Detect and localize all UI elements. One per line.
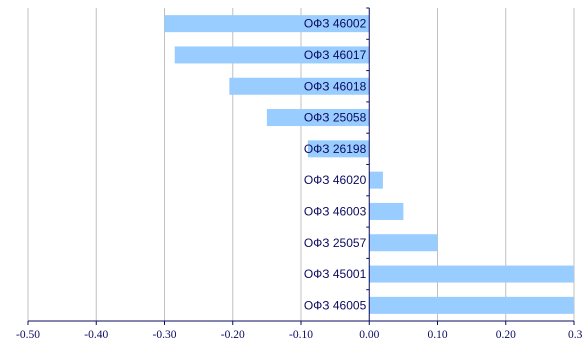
x-tick-label: -0.20: [221, 329, 245, 341]
bar: [369, 296, 574, 314]
bar: [164, 15, 370, 33]
category-label: ОФЗ 46005: [304, 298, 367, 312]
axes: [27, 7, 575, 325]
x-tick-labels: -0.50 -0.40 -0.30 -0.20 -0.10 0.00 0.10 0.20 0.3…: [16, 329, 582, 341]
x-tick-label: -0.30: [153, 329, 177, 341]
bar: [369, 234, 438, 252]
x-tick-label: 0.20: [496, 329, 516, 341]
bars: [164, 15, 574, 314]
x-tick-label: -0.40: [84, 329, 108, 341]
category-label: ОФЗ 25058: [304, 111, 367, 125]
category-labels: ОФЗ 46002 ОФЗ 46017 ОФЗ 46018 ОФЗ 25058 ОФЗ …: [304, 17, 367, 313]
category-label: ОФЗ 46002: [304, 17, 367, 31]
x-tick-label: 0.30: [568, 329, 582, 341]
bar: [266, 109, 370, 127]
x-tick-label: 0.00: [359, 329, 379, 341]
bar: [369, 202, 404, 220]
bar: [307, 140, 370, 158]
category-label: ОФЗ 45001: [304, 267, 367, 281]
bar: [369, 265, 574, 283]
category-label: ОФЗ 25057: [304, 236, 367, 250]
bar: [174, 46, 370, 64]
category-label: ОФЗ 46020: [304, 173, 367, 187]
bar: [369, 171, 383, 189]
category-label: ОФЗ 46017: [304, 48, 367, 62]
bar: [229, 77, 370, 95]
category-label: ОФЗ 46018: [304, 79, 367, 93]
x-tick-label: -0.50: [16, 329, 40, 341]
x-tick-label: -0.10: [289, 329, 313, 341]
category-label: ОФЗ 26198: [304, 142, 367, 156]
category-label: ОФЗ 46003: [304, 204, 367, 218]
x-tick-label: 0.10: [427, 329, 447, 341]
